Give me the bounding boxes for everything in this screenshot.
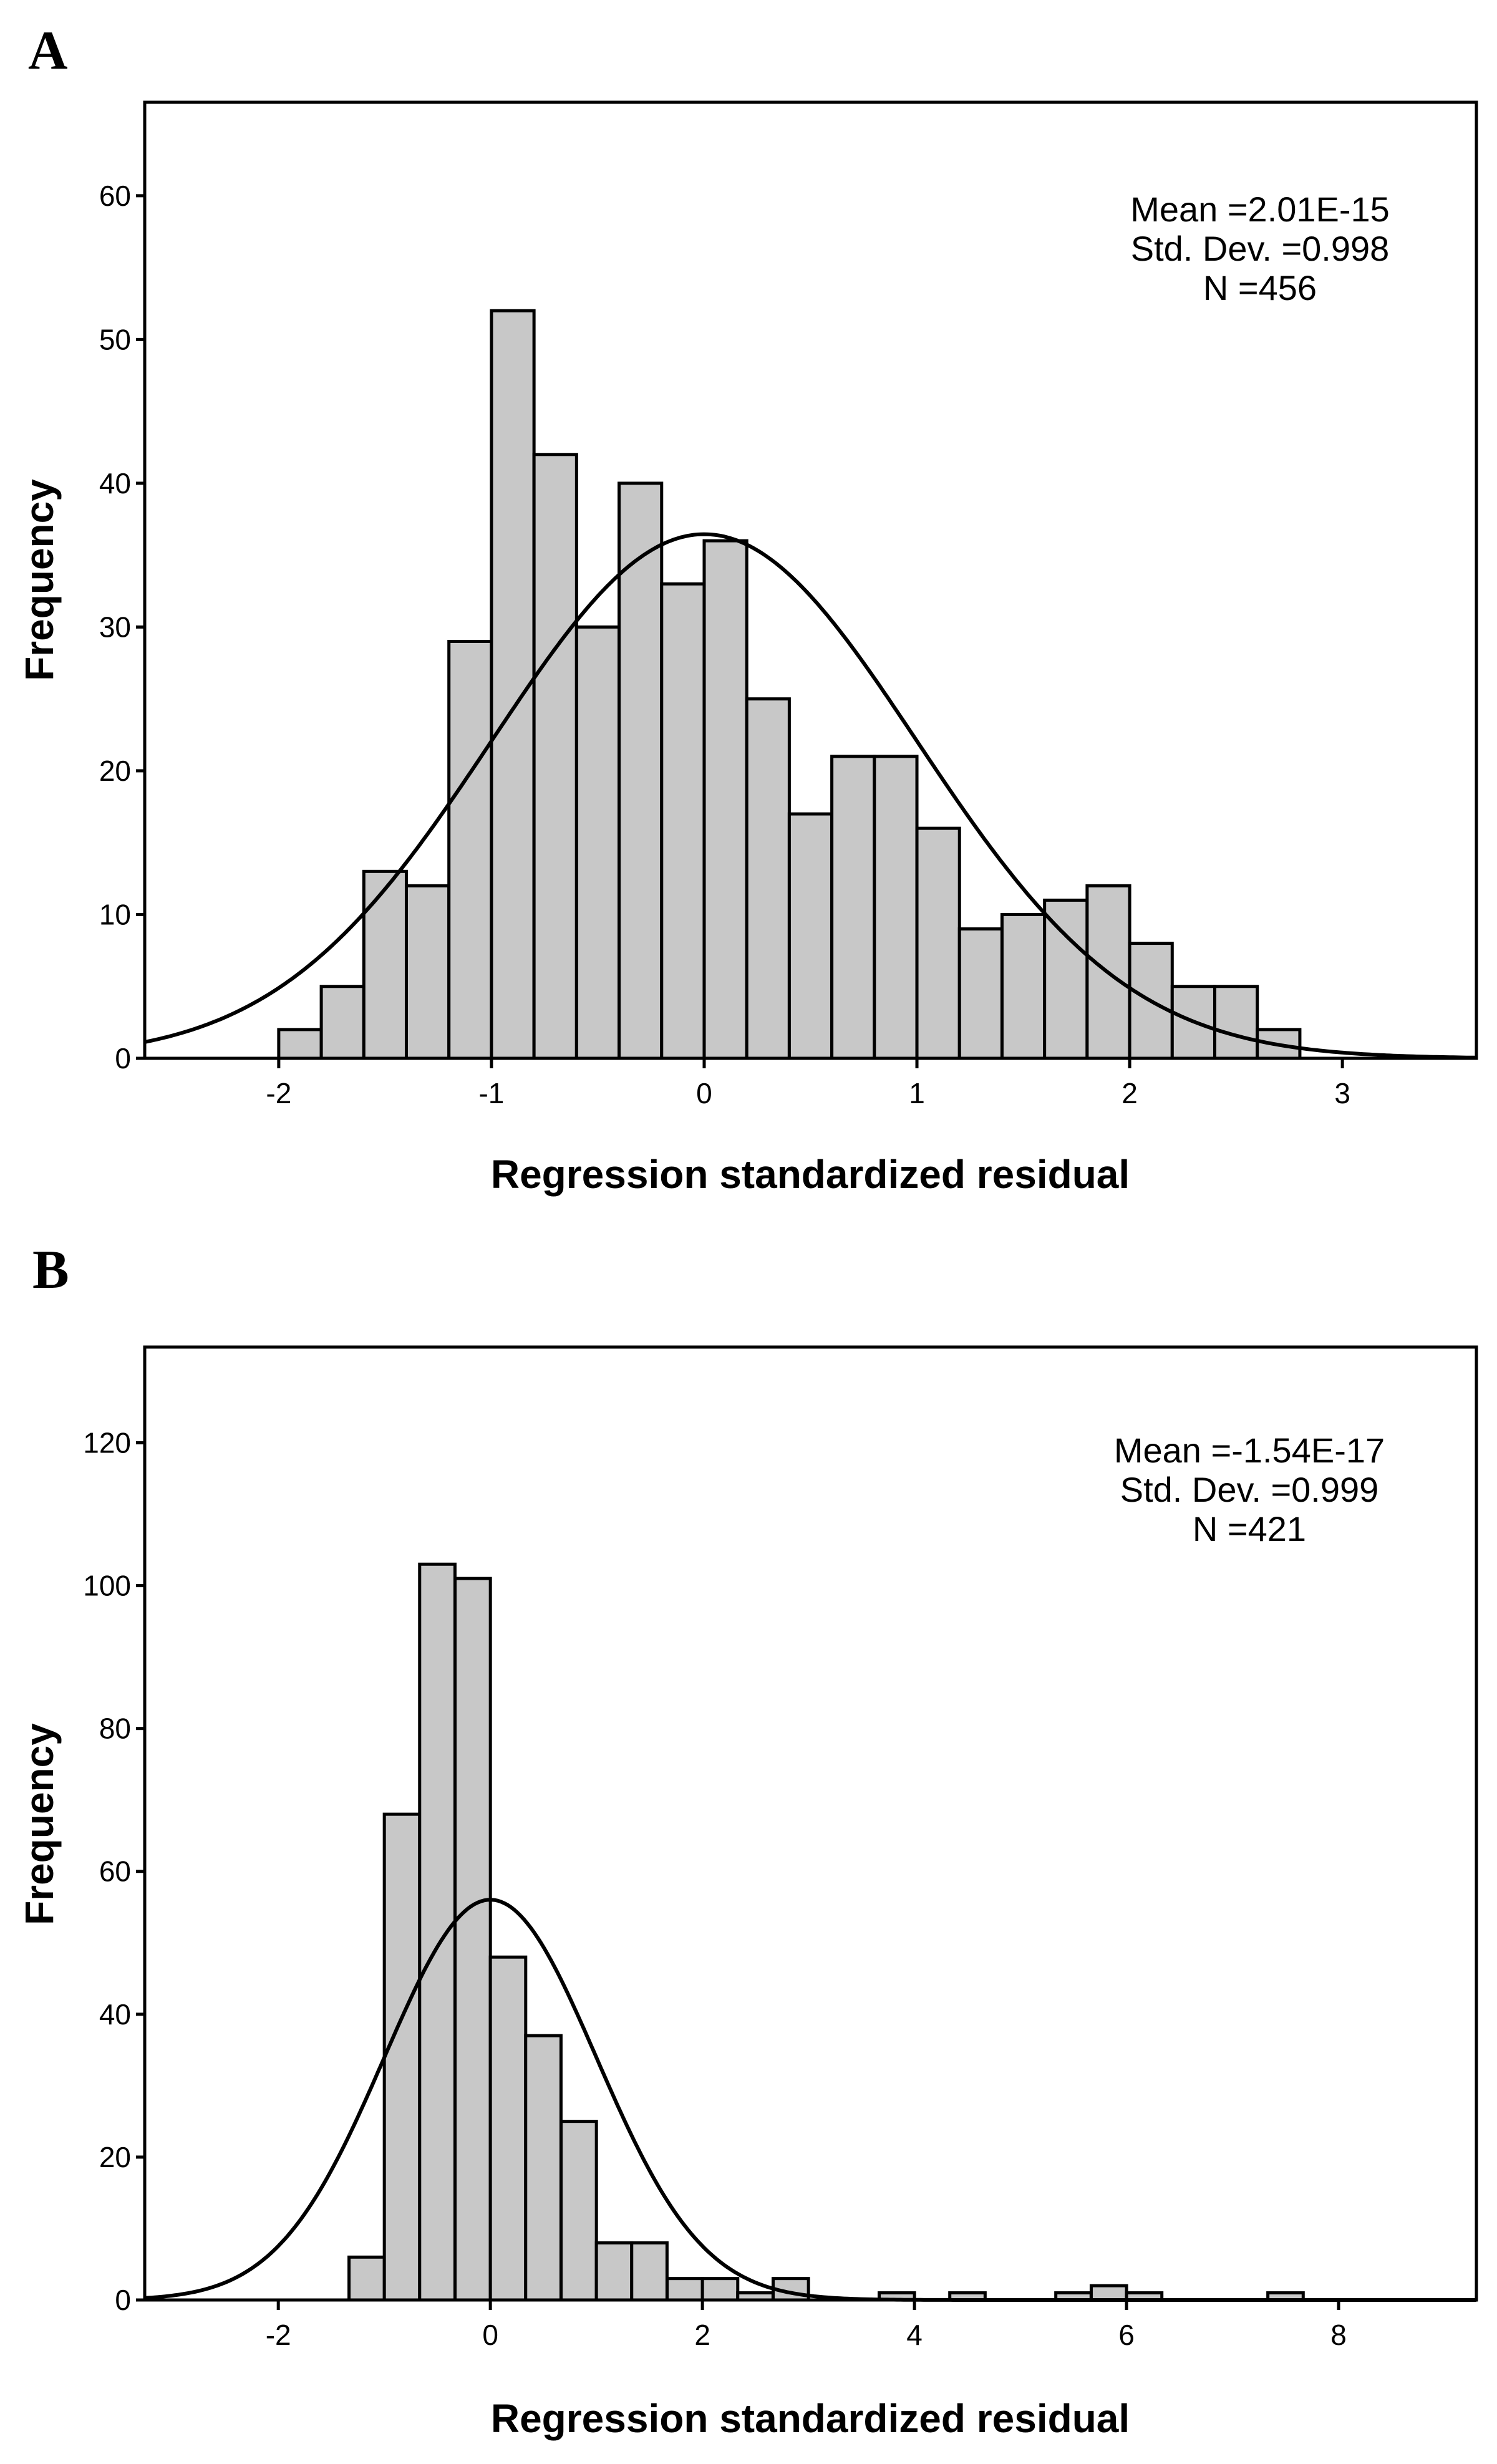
x-tick-label: 0 bbox=[696, 1077, 712, 1109]
y-tick-label: 50 bbox=[99, 323, 131, 355]
normal-curve bbox=[144, 532, 1477, 1060]
histogram-bar bbox=[418, 1562, 457, 2302]
histogram-bar bbox=[1213, 985, 1259, 1060]
x-axis-title: Regression standardized residual bbox=[491, 2396, 1130, 2441]
histogram-bar bbox=[1089, 2284, 1128, 2302]
y-tick-label: 40 bbox=[99, 1998, 131, 2031]
histogram-bar bbox=[745, 697, 791, 1060]
x-tick-label: -2 bbox=[266, 2319, 291, 2351]
x-axis-title: Regression standardized residual bbox=[491, 1152, 1130, 1197]
histogram-bar bbox=[594, 2241, 634, 2302]
y-tick-label: 120 bbox=[83, 1426, 131, 1459]
bars bbox=[347, 1562, 1305, 2302]
y-tick-label: 20 bbox=[99, 2141, 131, 2173]
histogram-bar bbox=[382, 1812, 422, 2302]
x-tick-label: 4 bbox=[906, 2319, 923, 2351]
y-axis-title: Frequency bbox=[17, 479, 62, 681]
panel-label: A bbox=[28, 21, 68, 81]
y-tick-label: 60 bbox=[99, 180, 131, 212]
histogram-bar bbox=[404, 884, 451, 1060]
histogram-bar bbox=[560, 2120, 598, 2302]
x-tick-label: 3 bbox=[1334, 1077, 1350, 1109]
bars bbox=[277, 309, 1302, 1060]
plot-area: 0 20 40 60 80 100 120 -2 0 2 4 6 8 bbox=[83, 1345, 1478, 2351]
histogram-bar bbox=[700, 2277, 740, 2302]
stats-sd: Std. Dev. =0.999 bbox=[1120, 1470, 1379, 1509]
histogram-bar bbox=[915, 826, 961, 1060]
y-tick-label: 30 bbox=[99, 611, 131, 643]
stats-mean: Mean =-1.54E-17 bbox=[1114, 1431, 1385, 1470]
histogram-bar bbox=[453, 1577, 492, 2302]
y-tick-label: 0 bbox=[115, 2284, 131, 2316]
histogram-bar bbox=[1043, 898, 1089, 1060]
histogram-panel-b: 0 20 40 60 80 100 120 -2 0 2 4 6 8 B Frequency Regre… bbox=[17, 1240, 1478, 2441]
y-axis-title: Frequency bbox=[17, 1723, 62, 1925]
stats-sd: Std. Dev. =0.998 bbox=[1131, 229, 1390, 268]
histogram-bar bbox=[630, 2241, 669, 2302]
stats-box: Mean =-1.54E-17 Std. Dev. =0.999 N =421 bbox=[1114, 1431, 1385, 1548]
x-tick-label: -2 bbox=[266, 1077, 291, 1109]
histogram-bar bbox=[447, 639, 493, 1060]
histogram-bar bbox=[347, 2255, 386, 2302]
histogram-bar bbox=[957, 927, 1004, 1060]
x-tick-label: 2 bbox=[694, 2319, 710, 2351]
plot-frame bbox=[143, 1345, 1478, 2302]
stats-n: N =421 bbox=[1193, 1509, 1306, 1548]
histogram-bar bbox=[532, 453, 578, 1060]
x-tick-label: 0 bbox=[482, 2319, 498, 2351]
x-tick-label: -1 bbox=[478, 1077, 504, 1109]
histogram-bar bbox=[1000, 912, 1047, 1060]
histogram-bar bbox=[277, 1028, 323, 1060]
histogram-bar bbox=[660, 582, 706, 1060]
histogram-bar bbox=[830, 755, 876, 1060]
y-tick-label: 0 bbox=[115, 1042, 131, 1075]
plot-area: 0 10 20 30 40 50 60 -2 -1 0 1 2 3 bbox=[99, 100, 1478, 1109]
histogram-bar bbox=[362, 869, 408, 1060]
y-tick-label: 80 bbox=[99, 1713, 131, 1745]
x-tick-label: 8 bbox=[1330, 2319, 1347, 2351]
stats-n: N =456 bbox=[1203, 268, 1317, 307]
y-tick-label: 20 bbox=[99, 755, 131, 787]
stats-mean: Mean =2.01E-15 bbox=[1130, 190, 1390, 229]
histogram-bar bbox=[488, 1955, 528, 2302]
histogram-bar bbox=[702, 539, 748, 1060]
y-tick-label: 100 bbox=[83, 1570, 131, 1602]
plot-frame bbox=[143, 100, 1478, 1060]
normal-curve bbox=[144, 1898, 1476, 2302]
y-tick-label: 40 bbox=[99, 467, 131, 500]
x-tick-label: 1 bbox=[909, 1077, 925, 1109]
x-tick-label: 2 bbox=[1122, 1077, 1138, 1109]
histogram-bar bbox=[524, 2034, 563, 2302]
histogram-bar bbox=[319, 985, 366, 1060]
stats-box: Mean =2.01E-15 Std. Dev. =0.998 N =456 bbox=[1130, 190, 1390, 307]
histogram-bar bbox=[490, 309, 536, 1060]
y-tick-label: 10 bbox=[99, 898, 131, 930]
histogram-panel-a: 0 10 20 30 40 50 60 -2 -1 0 1 2 3 A Frequency Regres… bbox=[17, 21, 1478, 1197]
histogram-bar bbox=[574, 625, 621, 1060]
histogram-bar bbox=[666, 2277, 704, 2302]
x-tick-label: 6 bbox=[1118, 2319, 1135, 2351]
histogram-bar bbox=[873, 755, 919, 1060]
panel-label: B bbox=[32, 1240, 69, 1300]
y-tick-label: 60 bbox=[99, 1855, 131, 1888]
histogram-bar bbox=[787, 812, 834, 1060]
